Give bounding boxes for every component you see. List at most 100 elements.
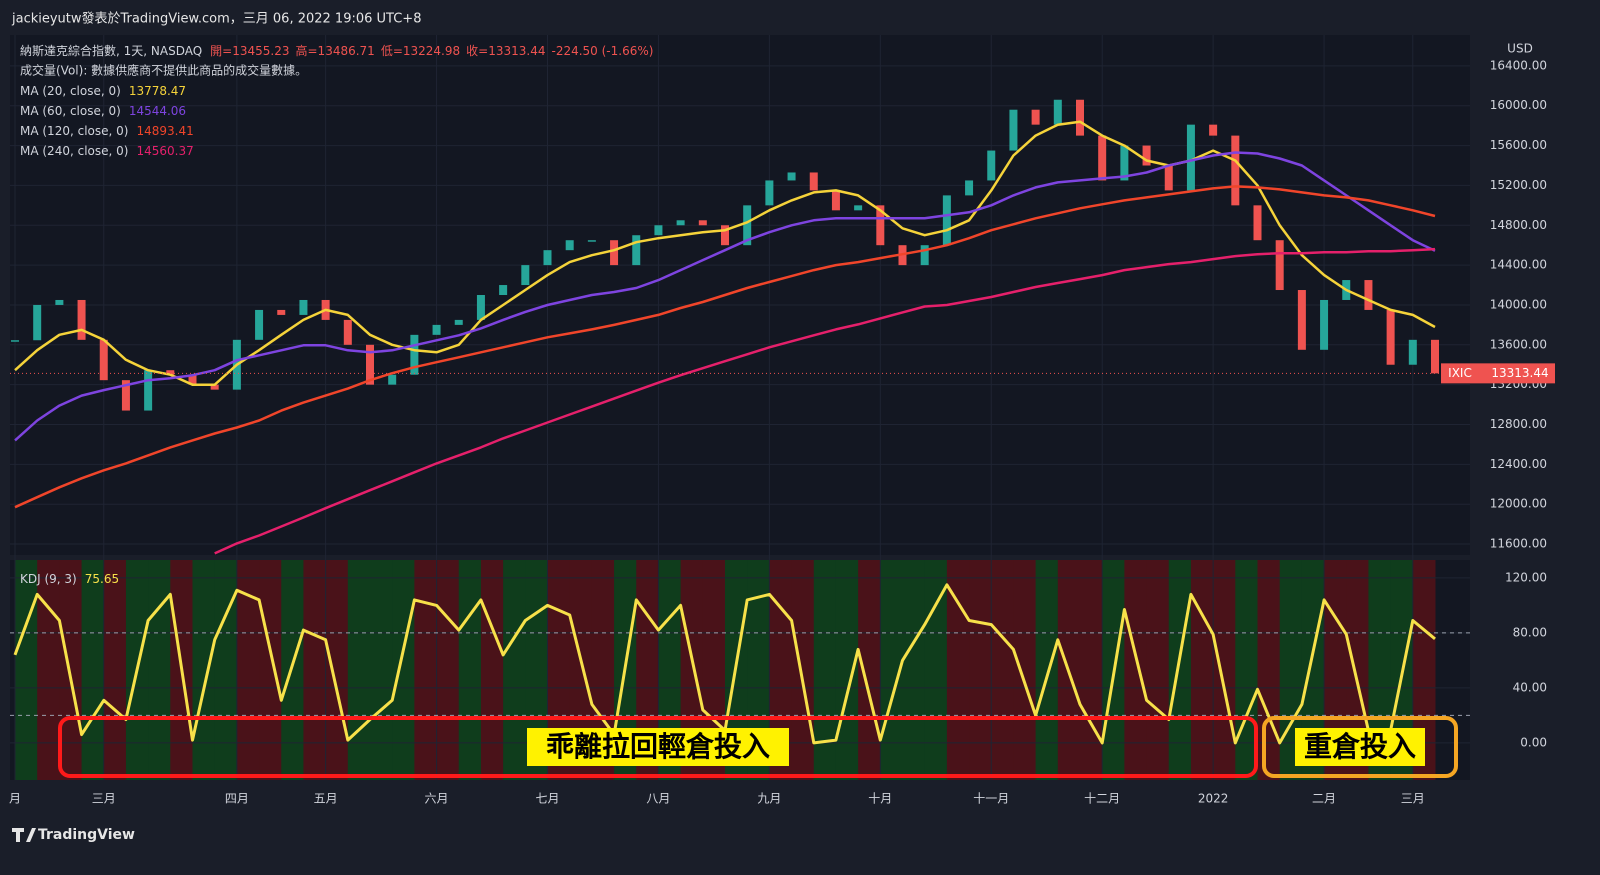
candle	[676, 220, 685, 226]
candle	[565, 240, 574, 251]
footer: TradingView	[38, 827, 135, 843]
candle	[255, 309, 264, 340]
line-series	[214, 247, 1436, 555]
candle	[410, 334, 419, 375]
kdj-band	[259, 560, 282, 780]
candle	[1142, 145, 1151, 166]
kdj-band	[1301, 560, 1325, 780]
annotation-1: 乖離拉回輕倉投入	[58, 716, 1258, 778]
kdj-band	[1368, 560, 1392, 780]
kdj-band	[547, 560, 571, 780]
candle	[55, 299, 64, 305]
badge-symbol: IXIC	[1448, 366, 1472, 380]
x-tick-label: 十二月	[1084, 792, 1120, 806]
ohlc-value: 開=13455.23	[210, 44, 289, 58]
candle	[1275, 240, 1284, 291]
candle	[1009, 109, 1018, 151]
kdj-band	[1346, 560, 1369, 780]
legend-entry: MA (120, close, 0) 14893.41	[20, 124, 194, 138]
footer-logo	[12, 828, 36, 842]
candle	[787, 172, 796, 181]
candle	[831, 190, 840, 211]
y-tick-label: 16000.00	[1490, 98, 1547, 112]
candle	[1120, 145, 1129, 181]
candle	[1098, 135, 1107, 181]
legend-value: 14893.41	[136, 124, 193, 138]
candle	[743, 205, 752, 246]
x-tick-label: 六月	[425, 792, 449, 806]
candle	[521, 265, 530, 286]
kdj-band	[902, 560, 926, 780]
y-tick-label: 14400.00	[1490, 258, 1547, 272]
kdj-band	[636, 560, 659, 780]
kdj-band	[569, 560, 593, 780]
y-tick-label: 16400.00	[1490, 58, 1547, 72]
kdj-band	[1324, 560, 1347, 780]
candle	[854, 205, 863, 211]
candle	[1431, 339, 1439, 374]
kdj-band	[747, 560, 770, 780]
kdj-band	[858, 560, 881, 780]
kdj-band	[148, 560, 171, 780]
legend-name: MA (120, close, 0)	[20, 124, 128, 138]
kdj-band	[1035, 560, 1059, 780]
annotation-highlight	[1295, 728, 1425, 766]
candle	[698, 220, 707, 226]
x-tick-label: 2022	[1198, 792, 1229, 806]
kdj-band	[347, 560, 371, 780]
x-tick-label: 月	[9, 792, 21, 806]
kdj-band	[414, 560, 438, 780]
candle	[632, 235, 641, 266]
candle	[1053, 99, 1062, 125]
annotation-highlight	[527, 728, 789, 766]
kdj-band	[370, 560, 393, 780]
legend-entry: MA (60, close, 0) 14544.06	[20, 104, 186, 118]
candle	[476, 295, 485, 320]
candle	[33, 304, 42, 341]
candle	[366, 344, 374, 385]
candle	[144, 370, 153, 411]
kdj-band	[1190, 560, 1214, 780]
ohlc-value: 高=13486.71	[296, 43, 375, 58]
y-tick-label: 12000.00	[1490, 497, 1547, 511]
annotation-box	[58, 716, 1258, 778]
legend-name: MA (20, close, 0)	[20, 84, 121, 98]
y-tick-label: 14000.00	[1490, 297, 1547, 311]
candle	[610, 240, 619, 266]
legend-value: 75.65	[85, 572, 119, 586]
y-tick-label: 12400.00	[1490, 457, 1547, 471]
legend-entry: MA (20, close, 0) 13778.47	[20, 84, 186, 98]
kdj-band	[103, 560, 127, 780]
y-tick-label: 12800.00	[1490, 417, 1547, 431]
kdj-band	[503, 560, 526, 780]
currency: USD	[1507, 42, 1533, 56]
kdj-band	[658, 560, 682, 780]
y-tick-label: 15600.00	[1490, 138, 1547, 152]
legend-name: MA (240, close, 0)	[20, 144, 128, 158]
candle	[121, 380, 130, 411]
legend-value: 14560.37	[136, 144, 193, 158]
kdj-band	[281, 560, 304, 780]
candle	[965, 180, 974, 196]
candle	[876, 205, 885, 246]
kdj-band	[1124, 560, 1148, 780]
kdj-band	[835, 560, 859, 780]
x-tick-label: 四月	[225, 792, 249, 806]
x-tick-label: 二月	[1312, 792, 1336, 806]
y-tick-label: 14800.00	[1490, 218, 1547, 232]
candle	[1408, 339, 1417, 365]
y-tick-label: 0.00	[1520, 735, 1547, 749]
kdj-band	[59, 560, 83, 780]
kdj-band	[392, 560, 415, 780]
y-tick-label: 11600.00	[1490, 537, 1547, 551]
candle	[210, 384, 219, 390]
candle	[388, 374, 397, 385]
x-tick-label: 八月	[646, 792, 670, 806]
candle	[987, 150, 996, 181]
kdj-band	[1146, 560, 1170, 780]
kdj-band	[192, 560, 216, 780]
candle	[11, 340, 19, 342]
ohlc-value: 收=13313.44	[466, 44, 545, 58]
legend-value: 14544.06	[129, 104, 186, 118]
